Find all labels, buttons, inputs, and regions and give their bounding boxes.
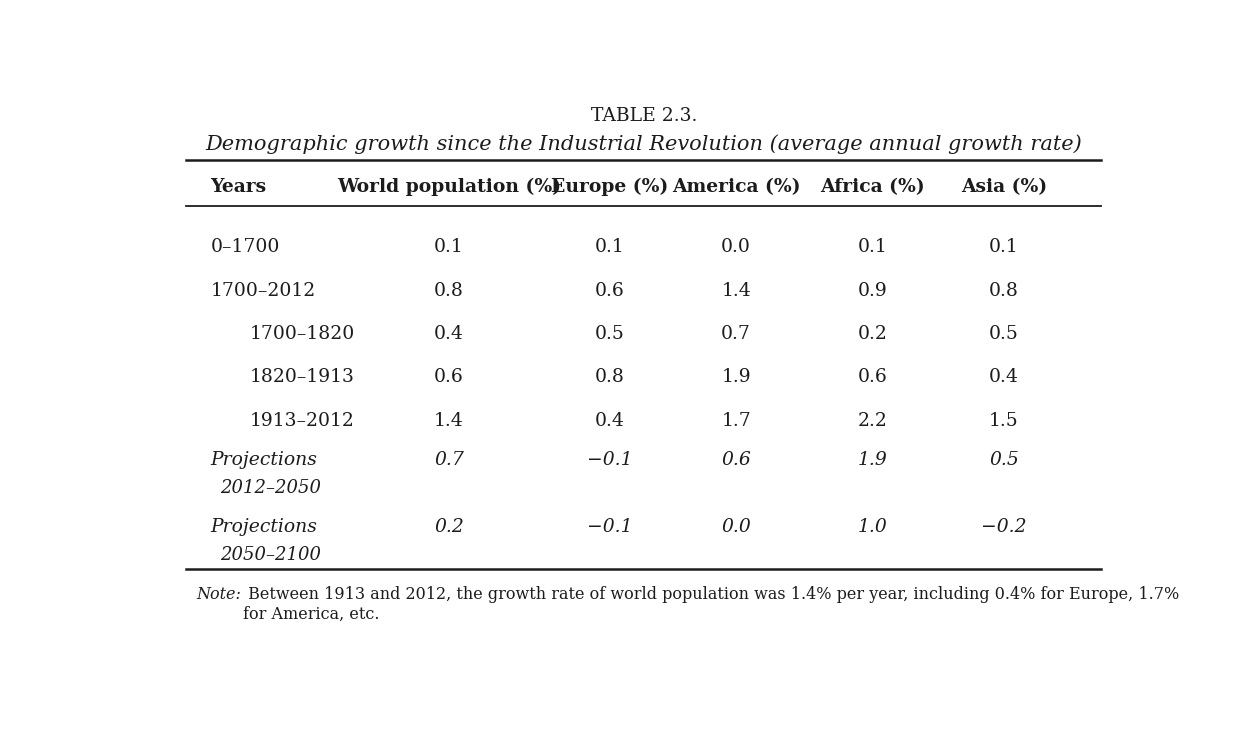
Text: 0.6: 0.6	[858, 368, 887, 386]
Text: 0.8: 0.8	[435, 281, 463, 300]
Text: 0.7: 0.7	[435, 451, 463, 469]
Text: −0.1: −0.1	[587, 518, 632, 537]
Text: 0–1700: 0–1700	[211, 238, 280, 257]
Text: 0.2: 0.2	[858, 325, 888, 343]
Text: Projections: Projections	[211, 518, 318, 537]
Text: World population (%): World population (%)	[337, 178, 561, 196]
Text: 1.4: 1.4	[721, 281, 751, 300]
Text: Years: Years	[211, 178, 266, 196]
Text: Projections: Projections	[211, 451, 318, 469]
Text: Note:: Note:	[196, 586, 241, 603]
Text: Between 1913 and 2012, the growth rate of world population was 1.4% per year, in: Between 1913 and 2012, the growth rate o…	[242, 586, 1179, 623]
Text: 1.9: 1.9	[858, 451, 887, 469]
Text: 1700–1820: 1700–1820	[250, 325, 354, 343]
Text: 1700–2012: 1700–2012	[211, 281, 315, 300]
Text: 0.7: 0.7	[721, 325, 751, 343]
Text: 0.1: 0.1	[988, 238, 1019, 257]
Text: 0.6: 0.6	[595, 281, 624, 300]
Text: 0.1: 0.1	[595, 238, 624, 257]
Text: 1.0: 1.0	[858, 518, 887, 537]
Text: Africa (%): Africa (%)	[820, 178, 924, 196]
Text: TABLE 2.3.: TABLE 2.3.	[590, 107, 697, 126]
Text: Demographic growth since the Industrial Revolution (average annual growth rate): Demographic growth since the Industrial …	[205, 134, 1083, 154]
Text: 1.7: 1.7	[721, 412, 751, 430]
Text: 2050–2100: 2050–2100	[220, 547, 322, 564]
Text: 0.9: 0.9	[858, 281, 887, 300]
Text: 0.4: 0.4	[435, 325, 463, 343]
Text: 1.4: 1.4	[435, 412, 463, 430]
Text: 0.6: 0.6	[721, 451, 751, 469]
Text: 0.6: 0.6	[435, 368, 463, 386]
Text: 0.1: 0.1	[435, 238, 463, 257]
Text: 0.0: 0.0	[721, 518, 751, 537]
Text: 0.5: 0.5	[988, 451, 1019, 469]
Text: −0.2: −0.2	[981, 518, 1026, 537]
Text: −0.1: −0.1	[587, 451, 632, 469]
Text: 2012–2050: 2012–2050	[220, 479, 322, 497]
Text: 0.2: 0.2	[435, 518, 463, 537]
Text: America (%): America (%)	[672, 178, 800, 196]
Text: 0.8: 0.8	[594, 368, 624, 386]
Text: 0.8: 0.8	[988, 281, 1019, 300]
Text: 0.0: 0.0	[721, 238, 751, 257]
Text: 1820–1913: 1820–1913	[250, 368, 354, 386]
Text: 2.2: 2.2	[858, 412, 888, 430]
Text: Europe (%): Europe (%)	[551, 178, 668, 196]
Text: 0.5: 0.5	[594, 325, 624, 343]
Text: 1.5: 1.5	[988, 412, 1019, 430]
Text: 1913–2012: 1913–2012	[250, 412, 354, 430]
Text: 0.4: 0.4	[594, 412, 624, 430]
Text: 0.5: 0.5	[988, 325, 1019, 343]
Text: Asia (%): Asia (%)	[961, 178, 1048, 196]
Text: 0.4: 0.4	[988, 368, 1019, 386]
Text: 1.9: 1.9	[721, 368, 751, 386]
Text: 0.1: 0.1	[858, 238, 887, 257]
